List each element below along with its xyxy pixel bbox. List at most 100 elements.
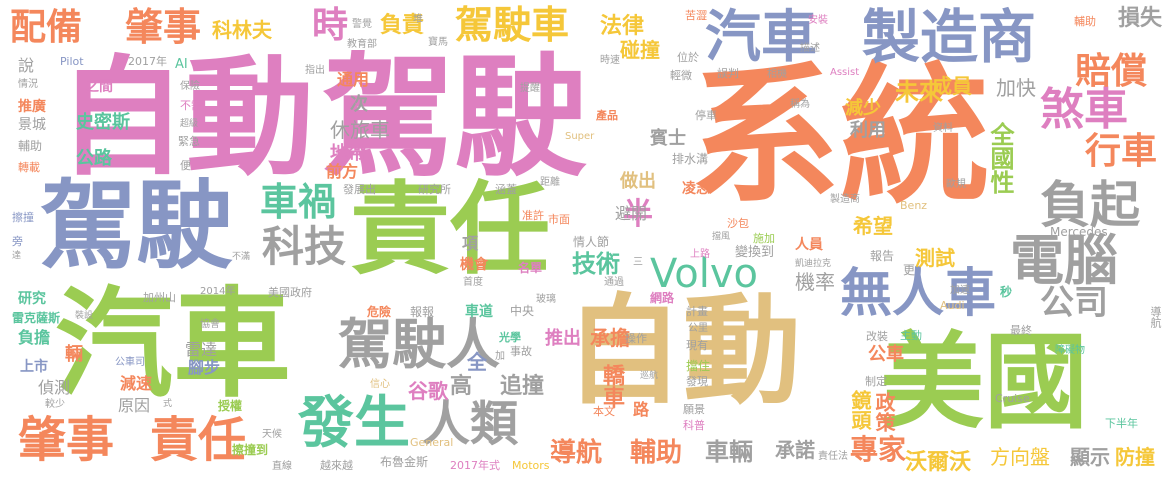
word-diannao: 電腦 — [1010, 229, 1118, 292]
word-ziliao: 資料 — [933, 123, 953, 134]
word-cheliang: 車輛 — [705, 438, 753, 466]
word-jiaoshao: 較少 — [45, 399, 65, 410]
word-zeren-green: 責任 — [350, 171, 550, 288]
word-jiashi-pink: 駕駛 — [322, 41, 586, 195]
word-kuse: 苦澀 — [685, 9, 707, 22]
word-zhixian: 直線 — [272, 461, 292, 472]
word-ban: 半 — [623, 197, 653, 232]
word-jiasu: 加速 — [950, 285, 970, 296]
word-qianfang: 前方 — [326, 162, 359, 181]
word-wurenche: 無人車 — [840, 264, 997, 324]
word-zerenfa: 責任法 — [818, 451, 848, 462]
word-yuanyin: 原因 — [118, 396, 151, 415]
word-liang: 輛 — [65, 344, 83, 365]
word-dui: 堆 — [413, 14, 423, 25]
word-shigu: 事故 — [510, 345, 532, 358]
word-shabao: 沙包 — [727, 217, 749, 230]
word-buxu: 不需 — [180, 99, 202, 112]
word-daohang: 導航 — [550, 438, 603, 468]
word-mercedes: Mercedes — [1050, 225, 1108, 239]
word-gongchesi: 公車司 — [115, 357, 145, 368]
word-volvo: Volvo — [650, 251, 758, 297]
word-xianyou: 現有 — [686, 339, 708, 352]
word-juli: 距離 — [540, 177, 560, 188]
word-chehuo: 車禍 — [260, 180, 337, 224]
word-qiche-green: 汽車 — [55, 275, 292, 413]
word-dangfeng: 擋風 — [712, 232, 731, 242]
word-qingkuang: 情況 — [18, 79, 38, 90]
word-jiansu: 減速 — [120, 374, 153, 393]
word-jia: 加 — [495, 351, 505, 362]
word-tuiguang: 推廣 — [18, 99, 46, 115]
word-tixing: 提醒 — [520, 83, 540, 94]
word-bian: 便 — [180, 159, 191, 172]
word-zhangaiwu: 障礙物 — [1055, 345, 1085, 356]
word-fuzhu-small: 輔助 — [18, 139, 43, 153]
word-jiashi-blue: 駕駛 — [40, 170, 232, 282]
word-tianhou: 天候 — [262, 429, 282, 440]
word-jilv: 機率 — [795, 270, 835, 294]
word-miao: 秒 — [1000, 285, 1013, 299]
word-shimisi: 史密斯 — [76, 112, 130, 133]
word-meiguo: 美國 — [880, 321, 1089, 443]
word-zhunxu: 准許 — [522, 209, 544, 222]
word-jihui: 機會 — [460, 257, 488, 273]
word-jiashiren: 駕駛人 — [338, 313, 500, 376]
word-ci: 次 — [350, 94, 368, 115]
word-falv: 法律 — [600, 14, 645, 39]
word-baoma: 寶馬 — [428, 37, 448, 48]
word-dangzhu: 擋住 — [686, 359, 711, 373]
word-mingdan: 名單 — [518, 261, 543, 275]
word-zhengce: 政策 — [872, 392, 896, 432]
word-gaizhuang: 改裝 — [866, 330, 888, 343]
word-jihua: 計畫 — [686, 305, 708, 318]
word-xiangji: 相機 — [767, 69, 787, 80]
word-motors: Motors — [512, 459, 550, 472]
word-bulujinsi: 布魯金斯 — [380, 455, 429, 469]
word-hangai: 涵蓋 — [495, 183, 517, 196]
word-fasheng: 發生 — [298, 391, 410, 456]
word-daohang-v: 導航 — [1149, 306, 1162, 328]
word-faxian: 發現 — [686, 375, 708, 388]
word-chengnuo: 承諾 — [775, 438, 815, 462]
word-benwen: 本文 — [593, 405, 615, 418]
word-quan: 全 — [467, 350, 487, 374]
word-shimian: 市面 — [548, 213, 570, 226]
word-zeren-orange: 責任 — [150, 412, 247, 468]
word-fudan: 負擔 — [18, 328, 51, 347]
word-chengwei: 稱為 — [790, 99, 810, 110]
word-san: 三 — [633, 257, 643, 268]
word-assist: Assist — [830, 67, 860, 78]
word-shanglu: 上路 — [690, 249, 710, 260]
word-anzhuang: 安裝 — [808, 15, 828, 26]
word-qiche-blue: 汽車 — [705, 5, 817, 70]
word-xitong: 系統 — [690, 50, 991, 224]
word-jishu: 技術 — [572, 250, 620, 278]
word-audi: Audi — [940, 299, 965, 312]
word-bikai: 避開 — [615, 204, 648, 223]
word-jiakuai: 加快 — [996, 76, 1036, 100]
word-renlei: 人類 — [422, 396, 519, 452]
word-liyong: 利用 — [850, 120, 886, 141]
word-tuichu: 推出 — [545, 328, 581, 349]
word-guangxue: 光學 — [499, 331, 521, 344]
word-gongche: 公車 — [868, 344, 904, 365]
word-guge: 谷歌 — [408, 379, 448, 403]
word-zidong-tan: 自動 — [565, 282, 802, 420]
word-kepu: 科普 — [683, 419, 705, 432]
word-fangzhuang: 防撞 — [1115, 445, 1155, 469]
word-pengzhuang: 碰撞 — [620, 38, 660, 62]
word-peibei: 配備 — [10, 7, 83, 48]
word-shuo: 說 — [18, 56, 35, 75]
word-woerwo: 沃爾沃 — [905, 450, 972, 475]
word-zhizaoshang-small: 製造商 — [830, 194, 860, 205]
word-kaidilake: 凱迪拉克 — [795, 259, 832, 269]
word-2017nian: 2017年 — [128, 55, 167, 68]
word-weilai: 未來 — [895, 78, 943, 106]
word-2014nian: 2014年 — [200, 286, 236, 297]
word-fuze: 負責 — [380, 13, 425, 38]
word-xiang: 項 — [462, 234, 479, 253]
word-jiazhoushan: 加州山 — [143, 291, 176, 304]
word-paishuigou: 排水溝 — [672, 152, 709, 166]
word-shoudu: 首度 — [463, 277, 483, 288]
